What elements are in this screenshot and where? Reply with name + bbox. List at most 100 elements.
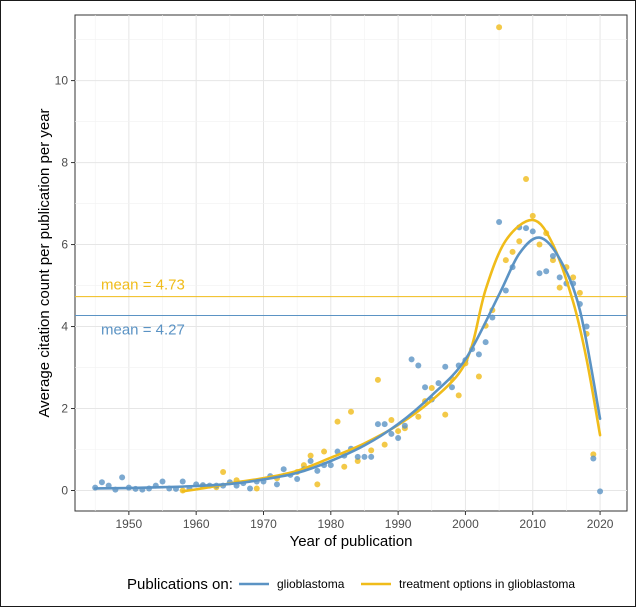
data-point xyxy=(314,481,321,488)
data-point xyxy=(401,422,408,429)
y-tick-label: 4 xyxy=(61,320,68,334)
data-point xyxy=(455,392,462,399)
data-point xyxy=(509,248,516,255)
data-point xyxy=(442,411,449,418)
data-point xyxy=(415,413,422,420)
y-tick-label: 0 xyxy=(61,484,68,498)
data-point xyxy=(159,478,166,485)
y-axis-title: Average citation count per publication p… xyxy=(36,108,53,417)
data-point xyxy=(368,447,375,454)
data-point xyxy=(300,462,307,469)
data-point xyxy=(502,257,509,264)
mean-label: mean = 4.27 xyxy=(101,321,185,338)
smooth-curve xyxy=(93,236,602,490)
x-tick-label: 1970 xyxy=(250,517,277,531)
data-point xyxy=(374,421,381,428)
data-point xyxy=(415,362,422,369)
data-point xyxy=(388,430,395,437)
data-point xyxy=(496,219,503,226)
data-point xyxy=(273,481,280,488)
y-tick-label: 10 xyxy=(55,74,69,88)
data-point xyxy=(475,373,482,380)
legend-label: treatment options in glioblastoma xyxy=(399,577,575,591)
data-point xyxy=(321,448,328,455)
data-point xyxy=(576,289,583,296)
data-point xyxy=(570,274,577,281)
data-point xyxy=(361,453,368,460)
x-tick-label: 1950 xyxy=(116,517,143,531)
data-point xyxy=(590,455,597,462)
data-point xyxy=(381,421,388,428)
legend: Publications on: glioblastoma treatment op… xyxy=(127,576,575,593)
data-point xyxy=(119,474,126,481)
data-point xyxy=(247,485,254,492)
data-point xyxy=(529,212,536,219)
data-point xyxy=(368,453,375,460)
data-point xyxy=(502,287,509,294)
data-point xyxy=(348,408,354,415)
data-point xyxy=(590,451,597,458)
data-point xyxy=(98,479,105,486)
mean-lines: mean = 4.73 mean = 4.27 xyxy=(75,277,627,338)
x-tick-label: 1990 xyxy=(385,517,412,531)
data-point xyxy=(428,385,435,392)
y-tick-label: 6 xyxy=(61,238,68,252)
data-point xyxy=(280,466,287,473)
data-point xyxy=(341,463,348,470)
x-tick-label: 2010 xyxy=(519,517,546,531)
data-point xyxy=(536,270,543,277)
data-point xyxy=(395,428,402,435)
x-axis-title: Year of publication xyxy=(290,533,413,550)
data-point xyxy=(354,453,361,460)
data-point xyxy=(395,435,402,442)
data-point xyxy=(327,462,334,469)
data-point xyxy=(482,339,489,346)
smooth-curves xyxy=(93,218,602,493)
data-point xyxy=(556,274,563,281)
legend-label: glioblastoma xyxy=(277,577,345,591)
data-point xyxy=(529,228,536,235)
legend-title: Publications on: xyxy=(127,576,233,593)
data-point xyxy=(220,469,227,476)
data-point xyxy=(422,384,429,391)
y-axis: 0 2 4 6 8 10 xyxy=(55,74,75,498)
data-point xyxy=(597,488,604,495)
data-point xyxy=(442,363,449,370)
y-tick-label: 2 xyxy=(61,402,68,416)
mean-label: mean = 4.73 xyxy=(101,277,185,294)
data-point xyxy=(354,457,361,464)
data-point xyxy=(307,452,314,459)
data-point xyxy=(549,257,556,264)
data-point xyxy=(314,467,321,474)
data-point xyxy=(294,476,301,483)
x-tick-label: 1960 xyxy=(183,517,210,531)
data-point xyxy=(516,238,523,245)
data-point xyxy=(475,351,482,358)
data-point xyxy=(253,485,260,492)
y-tick-label: 8 xyxy=(61,156,68,170)
data-point xyxy=(435,380,442,387)
x-tick-label: 2000 xyxy=(452,517,479,531)
data-point xyxy=(388,416,395,423)
plot-panel xyxy=(74,14,628,512)
data-point xyxy=(374,376,381,383)
data-point xyxy=(536,241,543,248)
data-point xyxy=(307,457,314,464)
data-point xyxy=(448,384,455,391)
data-point xyxy=(489,314,496,321)
data-point xyxy=(179,478,186,485)
data-point xyxy=(556,284,563,291)
data-point xyxy=(543,268,550,275)
data-point xyxy=(549,253,556,260)
x-tick-label: 2020 xyxy=(587,517,614,531)
data-point xyxy=(334,418,341,425)
data-point xyxy=(523,175,530,182)
data-point xyxy=(381,441,388,448)
data-point xyxy=(408,356,415,363)
data-point xyxy=(496,24,503,31)
data-point xyxy=(523,225,530,232)
x-tick-label: 1980 xyxy=(317,517,344,531)
x-axis: 1950 1960 1970 1980 1990 2000 2010 2020 xyxy=(116,511,614,531)
